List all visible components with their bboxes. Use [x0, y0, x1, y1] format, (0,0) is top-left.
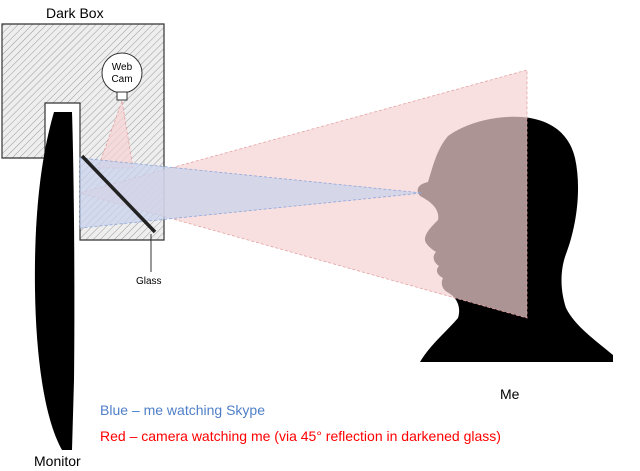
webcam-label-line2: Cam [111, 74, 132, 85]
monitor [34, 112, 75, 450]
webcam-label-line1: Web [112, 62, 133, 73]
webcam-lens-mount [116, 91, 128, 101]
legend-red: Red – camera watching me (via 45° reflec… [100, 428, 501, 444]
legend-blue: Blue – me watching Skype [100, 402, 265, 418]
glass-label: Glass [136, 276, 162, 287]
dark-box-label: Dark Box [46, 5, 104, 21]
glass-pane [80, 154, 157, 234]
me-label: Me [500, 386, 520, 402]
blue-beam-viewer [79, 157, 423, 229]
red-beam-camera-cone [97, 99, 134, 169]
monitor-label: Monitor [34, 453, 81, 469]
webcam-icon [101, 52, 143, 94]
